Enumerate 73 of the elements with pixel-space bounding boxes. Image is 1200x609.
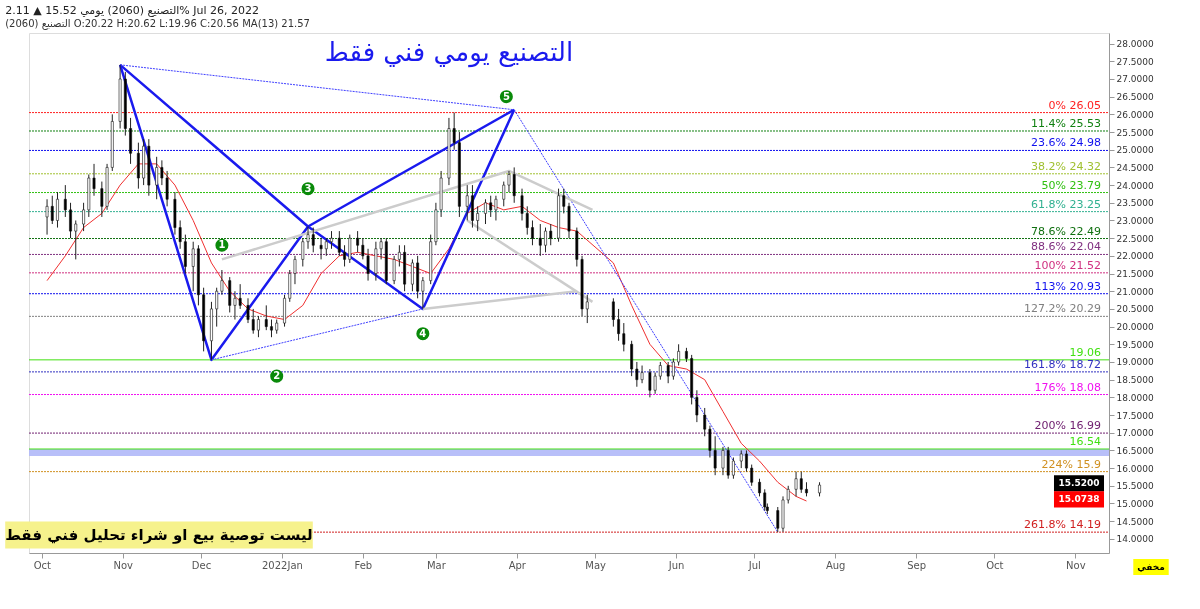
y-tick-label: 25.5000 [1116, 127, 1154, 138]
x-tick-label: Oct [33, 559, 52, 571]
x-tick-label: Jun [667, 559, 685, 571]
y-tick-label: 18.0000 [1116, 392, 1154, 403]
ref-line-label: 23.6% 24.98 [1031, 136, 1101, 150]
y-tick-label: 22.0000 [1116, 251, 1154, 262]
y-tick-label: 14.5000 [1116, 516, 1154, 527]
annotation: 4 [419, 327, 427, 339]
annotation: 2 [273, 370, 281, 382]
ref-line-label: 176% 18.08 [1034, 380, 1101, 394]
x-tick-label: Nov [113, 559, 134, 571]
x-tick-label: Jul [747, 559, 761, 571]
y-tick-label: 23.5000 [1116, 198, 1154, 209]
y-tick-label: 27.5000 [1116, 56, 1154, 67]
ref-line-label: 0% 26.05 [1048, 98, 1101, 112]
x-tick-label: Oct [986, 559, 1004, 571]
y-tick-label: 16.0000 [1116, 463, 1154, 474]
annotation: 1 [218, 239, 226, 251]
y-tick-label: 28.0000 [1116, 39, 1154, 50]
x-tick-label: May [585, 559, 607, 571]
x-tick-label: Aug [825, 559, 846, 571]
chart-title: التصنيع (2060) يومي 15.52 ▲ 2.11% Jul 26, 2022 [5, 4, 260, 17]
ref-line-label: 88.6% 22.04 [1031, 240, 1101, 254]
annotation: 15.5200 [1058, 478, 1100, 489]
y-tick-label: 16.5000 [1116, 445, 1154, 456]
text: مخفي [1137, 562, 1165, 572]
y-tick-label: 24.0000 [1116, 180, 1154, 191]
y-tick-label: 20.0000 [1116, 322, 1154, 333]
x-tick-label: Dec [191, 559, 212, 571]
y-tick-label: 21.5000 [1116, 269, 1154, 280]
y-tick-label: 21.0000 [1116, 286, 1154, 297]
y-tick-label: 14.0000 [1116, 534, 1154, 545]
chart-subtitle: التصنيع (2060) O:20.22 H:20.62 L:19.96 C:20.56 MA(13) 21.57 [5, 18, 310, 30]
y-tick-label: 15.0000 [1116, 498, 1154, 509]
ref-line-label: 100% 21.52 [1034, 258, 1101, 272]
annotation: 15.0738 [1058, 494, 1100, 505]
y-tick-label: 25.0000 [1116, 145, 1154, 156]
x-tick-label: Mar [426, 559, 447, 571]
annotation: التصنيع يومي فني فقط [324, 37, 574, 68]
ref-line-label: 200% 16.99 [1034, 419, 1101, 433]
y-tick-label: 17.0000 [1116, 428, 1154, 439]
y-tick-label: 24.5000 [1116, 162, 1154, 173]
ref-line-label: 161.8% 18.72 [1024, 357, 1101, 371]
annotation: 3 [304, 182, 312, 194]
y-tick-label: 26.5000 [1116, 92, 1154, 103]
ref-line-label: 50% 23.79 [1041, 178, 1101, 192]
x-tick-label: Nov [1066, 559, 1086, 571]
y-tick-label: 26.0000 [1116, 109, 1154, 120]
y-tick-label: 18.5000 [1116, 375, 1154, 386]
ref-line-label: 38.2% 24.32 [1031, 159, 1101, 173]
annotation: 5 [502, 90, 510, 102]
y-tick-label: 22.5000 [1116, 233, 1154, 244]
x-tick-label: Apr [508, 559, 527, 571]
y-tick-label: 19.0000 [1116, 357, 1154, 368]
ref-line-label: 11.4% 25.53 [1031, 116, 1101, 130]
ref-line-label: 261.8% 14.19 [1024, 518, 1101, 532]
ref-line-label: 113% 20.93 [1034, 279, 1101, 293]
y-tick-label: 17.5000 [1116, 410, 1154, 421]
ref-line-label: 19.06 [1069, 345, 1101, 359]
y-tick-label: 23.0000 [1116, 215, 1154, 226]
y-tick-label: 27.0000 [1116, 74, 1154, 85]
y-tick-label: 15.5000 [1116, 481, 1154, 492]
ref-line-label: 127.2% 20.29 [1024, 302, 1101, 316]
x-tick-label: 2022Jan [261, 559, 303, 571]
ref-line-label: 16.54 [1069, 435, 1101, 448]
ref-line-label: 224% 15.9 [1041, 457, 1101, 471]
x-tick-label: Feb [354, 559, 373, 571]
x-tick-label: Sep [907, 559, 927, 571]
y-tick-label: 19.5000 [1116, 339, 1154, 350]
y-tick-label: 20.5000 [1116, 304, 1154, 315]
annotation: ليست توصية بيع او شراء تحليل فني فقط [5, 526, 313, 544]
ref-line-label: 78.6% 22.49 [1031, 224, 1101, 238]
ref-line-label: 61.8% 23.25 [1031, 197, 1101, 211]
